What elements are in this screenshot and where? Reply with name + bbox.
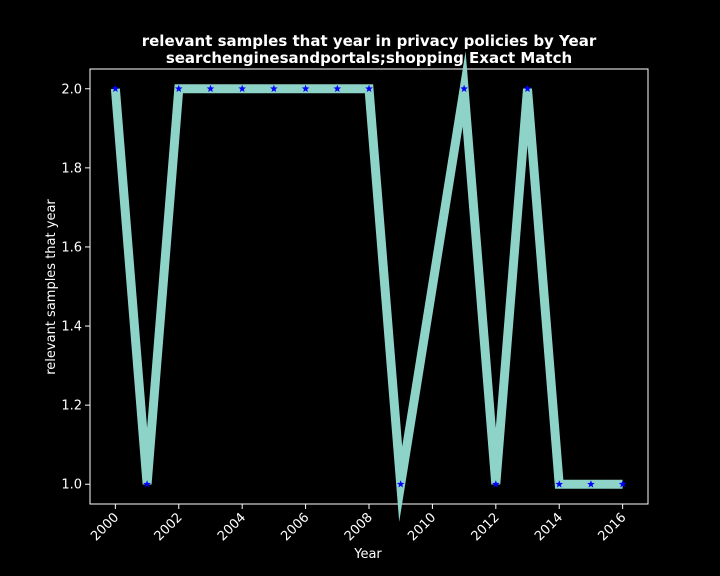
data-point-marker (143, 480, 151, 488)
data-point-marker (365, 84, 373, 93)
data-point-marker (270, 84, 278, 93)
y-tick-label: 2.0 (61, 82, 82, 97)
data-point-marker (333, 84, 342, 93)
x-tick-label: 2010 (405, 510, 439, 544)
data-point-marker (492, 480, 500, 488)
series-layer (110, 51, 627, 522)
data-point-marker (206, 84, 215, 93)
series-line (110, 51, 623, 522)
y-tick-label: 1.8 (61, 161, 82, 176)
data-point-marker (618, 480, 627, 488)
data-point-marker (460, 84, 468, 93)
x-tick-label: 2004 (215, 510, 249, 544)
data-point-marker (396, 480, 405, 488)
x-tick-label: 2016 (595, 510, 629, 544)
data-point-marker (111, 84, 120, 93)
y-axis-label: relevant samples that year (44, 199, 59, 375)
data-point-marker (587, 480, 595, 488)
x-tick-label: 2008 (342, 510, 376, 544)
x-tick-label: 2002 (152, 510, 186, 544)
chart-subtitle: searchenginesandportals;shopping Exact M… (166, 49, 572, 67)
data-point-marker (238, 84, 246, 93)
x-tick-label: 2006 (278, 510, 312, 544)
y-axis-ticks: 1.0 1.2 1.4 1.6 1.8 2.0 (61, 82, 90, 493)
x-tick-label: 2014 (532, 510, 566, 544)
y-tick-label: 1.6 (61, 240, 82, 255)
x-tick-label: 2012 (469, 510, 503, 544)
x-axis-label: Year (353, 547, 382, 562)
data-point-marker (301, 84, 310, 93)
data-point-marker (174, 84, 183, 93)
y-tick-label: 1.4 (61, 320, 82, 335)
data-point-marker (555, 480, 564, 488)
y-tick-label: 1.0 (61, 478, 82, 493)
x-tick-label: 2000 (88, 510, 122, 544)
chart-title: relevant samples that year in privacy po… (142, 32, 597, 50)
y-tick-label: 1.2 (61, 399, 82, 414)
x-axis-ticks: 2000 2002 2004 2006 2008 2010 2012 2014 2016 (88, 504, 629, 544)
data-point-marker (523, 84, 532, 93)
